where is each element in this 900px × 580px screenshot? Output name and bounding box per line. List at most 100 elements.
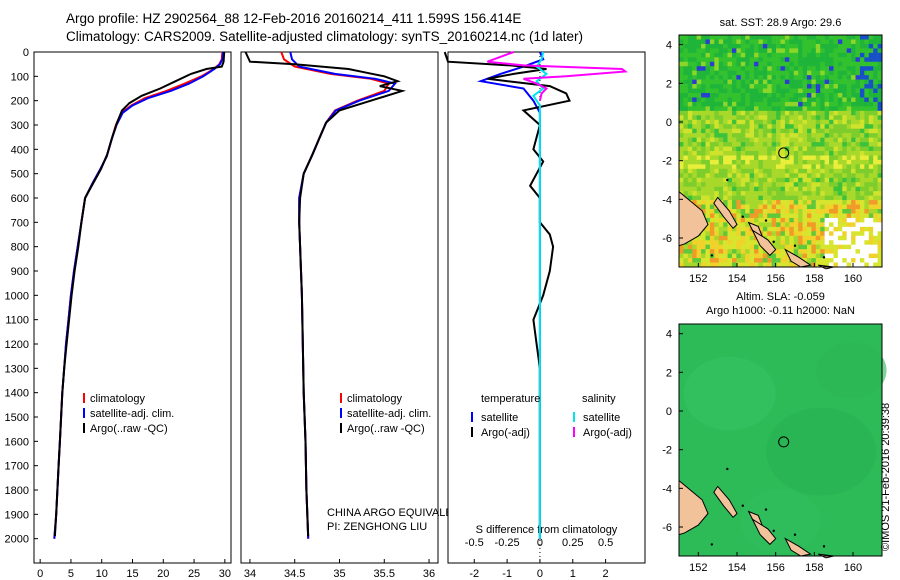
sst-cell: [705, 57, 711, 63]
sst-cell: [723, 217, 728, 223]
sst-cell: [705, 35, 711, 40]
sst-cell: [873, 101, 878, 107]
sst-cell: [824, 226, 830, 232]
sst-cell: [749, 52, 755, 58]
sst-cell: [736, 235, 742, 241]
sst-cell: [798, 177, 803, 183]
sst-cell: [767, 209, 772, 214]
sst-cell: [855, 52, 861, 58]
sst-cell: [873, 186, 878, 192]
sst-cell: [842, 88, 847, 94]
sst-cell: [701, 106, 706, 112]
sst-cell: [740, 110, 746, 116]
sst-cell: [736, 61, 742, 67]
sst-cell: [731, 88, 737, 94]
sst-cell: [851, 61, 856, 67]
sst-cell: [731, 173, 737, 179]
sst-cell: [811, 195, 817, 201]
sst-cell: [802, 164, 808, 170]
sst-cell: [736, 244, 742, 250]
sst-cell: [815, 168, 821, 174]
sst-cell: [745, 97, 750, 103]
map-y-tick-label: 4: [666, 40, 672, 52]
sst-cell: [851, 226, 856, 232]
sst-cell: [824, 222, 830, 228]
sst-cell: [833, 119, 839, 125]
sst-cell: [820, 101, 825, 107]
sst-cell: [877, 151, 883, 156]
sst-cell: [824, 128, 830, 134]
sst-cell: [687, 39, 693, 45]
sst-cell: [727, 159, 733, 165]
sst-cell: [696, 110, 702, 116]
sst-cell: [873, 39, 878, 45]
sst-cell: [829, 142, 834, 147]
sst-cell: [842, 231, 847, 237]
sla-anomaly-blob: [740, 489, 821, 554]
sst-cell: [709, 231, 715, 237]
sst-cell: [767, 262, 772, 268]
sst-cell: [802, 142, 808, 147]
sst-cell: [837, 249, 843, 254]
sst-cell: [709, 124, 715, 129]
sst-cell: [687, 173, 693, 179]
sst-cell: [855, 48, 861, 54]
sst-cell: [837, 240, 843, 245]
islet: [793, 533, 797, 536]
sst-cell: [802, 191, 808, 196]
sst-cell: [762, 182, 768, 187]
sst-cell: [776, 186, 781, 192]
sst-cell: [798, 244, 803, 250]
sst-cell: [851, 164, 856, 170]
sst-cell: [873, 133, 878, 138]
sst-cell: [829, 97, 834, 103]
sst-cell: [731, 244, 737, 250]
sst-cell: [846, 204, 852, 210]
sst-cell: [815, 191, 821, 196]
sst-cell: [731, 70, 737, 76]
sst-cell: [740, 39, 746, 45]
sst-cell: [873, 213, 878, 219]
sst-cell: [771, 93, 777, 98]
sst-cell: [877, 168, 883, 174]
sst-cell: [855, 244, 861, 250]
sst-cell: [731, 142, 737, 147]
sst-cell: [837, 84, 843, 89]
sst-cell: [679, 101, 684, 107]
sst-cell: [731, 258, 737, 263]
sst-cell: [692, 128, 697, 134]
sst-cell: [855, 226, 861, 232]
sst-cell: [811, 119, 817, 125]
sst-cell: [851, 43, 856, 49]
map-y-tick-label: 4: [666, 329, 672, 341]
sst-cell: [749, 75, 755, 80]
sst-cell: [784, 35, 790, 40]
sst-cell: [754, 151, 759, 156]
sst-cell: [855, 231, 861, 237]
sst-cell: [824, 39, 830, 45]
sst-cell: [758, 52, 764, 58]
sst-cell: [687, 244, 693, 250]
sst-cell: [767, 88, 772, 94]
coastline: [751, 517, 777, 546]
sst-cell: [824, 253, 830, 259]
sst-cell: [820, 35, 825, 40]
sst-cell: [736, 79, 742, 85]
sst-cell: [873, 244, 878, 250]
sst-cell: [815, 177, 821, 183]
sst-cell: [758, 133, 764, 138]
sst-cell: [873, 88, 878, 94]
sst-cell: [837, 142, 843, 147]
argo-float-marker: [778, 147, 790, 159]
sst-cell: [749, 195, 755, 201]
sst-cell: [705, 195, 711, 201]
sst-cell: [793, 70, 799, 76]
sst-cell: [864, 106, 870, 112]
sst-cell: [855, 101, 861, 107]
sst-cell: [696, 35, 702, 40]
sst-cell: [727, 177, 733, 183]
sst-cell: [745, 244, 750, 250]
sst-cell: [767, 52, 772, 58]
sst-cell: [855, 168, 861, 174]
